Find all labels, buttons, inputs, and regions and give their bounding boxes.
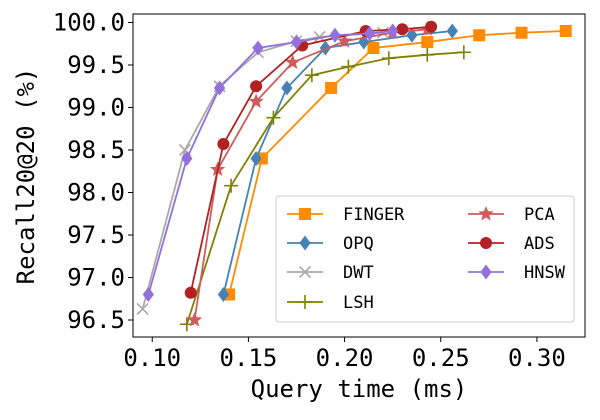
data-point-lsh xyxy=(341,59,356,74)
data-point-pca xyxy=(285,54,301,69)
y-tick-label: 96.5 xyxy=(67,306,125,334)
data-point-ads xyxy=(250,80,263,93)
data-point-finger xyxy=(473,29,486,42)
x-tick-label: 0.20 xyxy=(316,344,374,372)
legend-label: FINGER xyxy=(343,205,405,225)
data-point-finger xyxy=(421,36,434,49)
data-point-lsh xyxy=(420,47,435,62)
y-axis-label: Recall20@20 (%) xyxy=(12,68,40,285)
legend-swatch-marker xyxy=(480,237,492,249)
y-tick-label: 97.0 xyxy=(67,264,125,292)
legend-label: LSH xyxy=(343,293,374,313)
legend-swatch-marker xyxy=(298,295,312,309)
x-tick-label: 0.25 xyxy=(412,344,470,372)
legend-label: ADS xyxy=(524,234,555,254)
data-point-finger xyxy=(325,81,338,94)
legend-label: HNSW xyxy=(524,263,566,283)
y-tick-label: 98.0 xyxy=(67,179,125,207)
data-point-lsh xyxy=(304,68,319,83)
data-point-hnsw xyxy=(387,23,399,39)
data-point-hnsw xyxy=(142,287,155,302)
data-point-dwt xyxy=(136,302,149,316)
legend-swatch-marker xyxy=(299,235,311,251)
data-point-pca xyxy=(336,33,353,48)
legend-box xyxy=(275,195,575,323)
data-point-pca xyxy=(248,93,264,109)
data-point-hnsw xyxy=(181,151,193,166)
legend-swatch-marker xyxy=(298,265,312,279)
x-axis-label: Query time (ms) xyxy=(251,375,468,403)
x-tick-label: 0.10 xyxy=(123,344,181,372)
data-point-lsh xyxy=(224,178,239,193)
legend-swatch-marker xyxy=(299,208,311,220)
axis-ticks: 0.10 0.15 0.20 0.25 0.30 96.5 97.0 97.5 98.0 98.5… xyxy=(53,9,566,373)
y-tick-label: 99.5 xyxy=(67,51,125,79)
data-point-hnsw xyxy=(213,80,226,96)
series-line-finger xyxy=(228,30,566,295)
legend: FINGER OPQ DWT LSH PCA ADS HNSW xyxy=(275,195,575,323)
legend-swatch-marker xyxy=(480,264,492,280)
legend-entry-lsh: LSH xyxy=(287,293,374,313)
legend-label: PCA xyxy=(524,205,555,225)
data-point-ads xyxy=(396,23,409,36)
data-point-finger xyxy=(515,26,528,39)
legend-entry-finger: FINGER xyxy=(287,205,405,225)
data-point-lsh xyxy=(266,110,281,125)
data-point-hnsw xyxy=(363,26,376,42)
data-point-hnsw xyxy=(290,34,303,50)
series-line-hnsw xyxy=(147,30,393,295)
data-point-hnsw xyxy=(252,40,264,56)
data-point-opq xyxy=(217,287,230,302)
legend-entry-ads: ADS xyxy=(468,234,555,254)
data-point-ads xyxy=(184,286,197,299)
legend-entry-opq: OPQ xyxy=(287,234,374,254)
legend-label: OPQ xyxy=(343,234,374,254)
y-tick-label: 97.5 xyxy=(67,221,125,249)
x-tick-label: 0.30 xyxy=(508,344,566,372)
y-tick-label: 98.5 xyxy=(67,136,125,164)
series-hnsw xyxy=(142,23,399,302)
x-tick-label: 0.15 xyxy=(220,344,278,372)
legend-entry-pca: PCA xyxy=(468,205,555,225)
data-point-pca xyxy=(186,312,203,327)
y-tick-label: 99.0 xyxy=(67,94,125,122)
y-tick-label: 100.0 xyxy=(53,9,125,37)
data-point-opq xyxy=(319,40,331,56)
legend-label: DWT xyxy=(343,263,374,283)
series-opq xyxy=(217,23,458,302)
plot-frame xyxy=(132,13,586,338)
legend-entry-hnsw: HNSW xyxy=(468,263,566,283)
legend-entry-dwt: DWT xyxy=(287,263,374,283)
data-point-ads xyxy=(425,20,438,33)
data-point-lsh xyxy=(381,51,396,66)
data-point-opq xyxy=(446,23,458,39)
legend-swatch-marker xyxy=(478,206,494,221)
data-point-hnsw xyxy=(329,27,341,43)
data-point-finger xyxy=(559,25,572,37)
data-point-opq xyxy=(281,80,293,96)
data-point-lsh xyxy=(456,45,471,60)
data-point-ads xyxy=(217,138,230,151)
data-point-finger xyxy=(367,42,380,54)
data-series-layer xyxy=(136,20,572,332)
data-point-opq xyxy=(250,151,262,166)
